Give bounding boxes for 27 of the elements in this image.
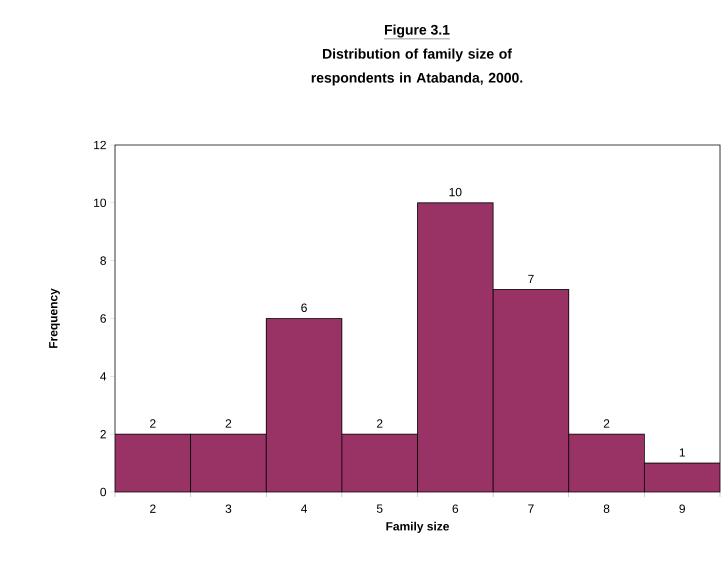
x-tick-label: 2 <box>150 504 156 513</box>
y-tick-label: 0 <box>100 488 106 496</box>
data-label: 7 <box>528 274 534 284</box>
chart-subtitle: Distribution of family size of respondents in Atabanda, 2000. <box>312 48 522 86</box>
x-tick-label: 3 <box>226 504 232 513</box>
x-tick-label: 4 <box>301 504 308 513</box>
data-label: 2 <box>226 419 232 428</box>
x-tick-label: 7 <box>528 504 534 513</box>
data-label: 1 <box>680 448 685 457</box>
x-tick-label: 8 <box>604 504 610 513</box>
y-tick-label: 10 <box>94 198 106 208</box>
x-tick-label: 5 <box>376 504 383 513</box>
x-tick-label: 6 <box>452 504 458 513</box>
y-tick-label: 12 <box>94 140 106 150</box>
y-tick-label: 2 <box>100 430 106 438</box>
y-tick-label: 4 <box>100 372 106 380</box>
data-label: 2 <box>150 419 156 428</box>
data-label: 10 <box>450 188 462 196</box>
data-label: 6 <box>301 304 307 312</box>
x-tick-label: 9 <box>679 504 685 513</box>
y-tick-label: 6 <box>100 314 106 323</box>
data-label: 2 <box>376 419 382 428</box>
y-axis-title: Frequency <box>49 288 60 348</box>
x-axis-title: Family size <box>386 522 449 533</box>
chart-title: Figure 3.1 <box>385 24 450 38</box>
data-label: 2 <box>604 419 610 428</box>
y-tick-label: 8 <box>100 256 106 265</box>
